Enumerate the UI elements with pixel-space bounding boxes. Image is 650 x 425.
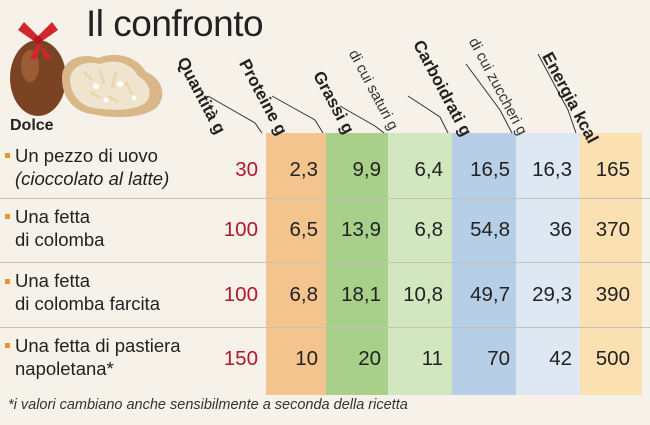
- cell-grassi: 13,9: [341, 218, 381, 241]
- cell-energia: 370: [595, 218, 630, 241]
- cell-zuccheri: 36: [549, 218, 572, 241]
- cell-carboidrati: 70: [487, 347, 510, 370]
- cell-proteine: 10: [295, 347, 318, 370]
- column-label-dolce: Dolce: [10, 117, 54, 134]
- row-separator: [0, 262, 650, 263]
- page-title: Il confronto: [86, 3, 264, 44]
- row-label: Una fetta di colomba farcita: [15, 270, 160, 314]
- cell-energia: 390: [595, 283, 630, 306]
- cell-energia: 165: [595, 158, 630, 181]
- cell-zuccheri: 16,3: [532, 158, 572, 181]
- cell-proteine: 2,3: [289, 158, 319, 181]
- cell-quantita: 30: [235, 158, 258, 181]
- cell-zuccheri: 29,3: [532, 283, 572, 306]
- cell-carboidrati: 54,8: [470, 218, 510, 241]
- cell-grassi: 20: [358, 347, 381, 370]
- row-label: Una fetta di colomba: [15, 206, 105, 250]
- footnote: *i valori cambiano anche sensibilmente a…: [8, 397, 408, 413]
- row-separator: [0, 198, 650, 199]
- cell-quantita: 100: [223, 218, 258, 241]
- cell-saturi: 6,4: [414, 158, 444, 181]
- row-bullet: [5, 153, 10, 158]
- cell-grassi: 18,1: [341, 283, 381, 306]
- saturi-column-bg: [388, 133, 452, 395]
- cell-zuccheri: 42: [549, 347, 572, 370]
- row-separator: [0, 327, 650, 328]
- carboidrati-column-bg: [452, 133, 516, 395]
- row-bullet: [5, 343, 10, 348]
- easter-egg-and-colomba-illustration: [10, 22, 163, 118]
- row-bullet: [5, 279, 10, 284]
- cell-quantita: 150: [223, 347, 258, 370]
- cell-saturi: 6,8: [414, 218, 444, 241]
- cell-grassi: 9,9: [352, 158, 382, 181]
- cell-energia: 500: [595, 347, 630, 370]
- energia-column-bg: [580, 133, 642, 395]
- cell-saturi: 11: [421, 347, 443, 370]
- row-bullet: [5, 214, 10, 219]
- cell-carboidrati: 49,7: [470, 283, 510, 306]
- row-label: Una fetta di pastiera napoletana*: [15, 335, 181, 379]
- header-leader-lines: [207, 53, 577, 134]
- grassi-column-bg: [326, 133, 388, 395]
- zuccheri-column-bg: [516, 133, 580, 395]
- cell-proteine: 6,8: [289, 283, 319, 306]
- proteine-column-bg: [266, 133, 326, 395]
- cell-proteine: 6,5: [289, 218, 319, 241]
- cell-carboidrati: 16,5: [470, 158, 510, 181]
- cell-saturi: 10,8: [403, 283, 443, 306]
- row-label: Un pezzo di uovo (cioccolato al latte): [15, 145, 170, 189]
- cell-quantita: 100: [223, 283, 258, 306]
